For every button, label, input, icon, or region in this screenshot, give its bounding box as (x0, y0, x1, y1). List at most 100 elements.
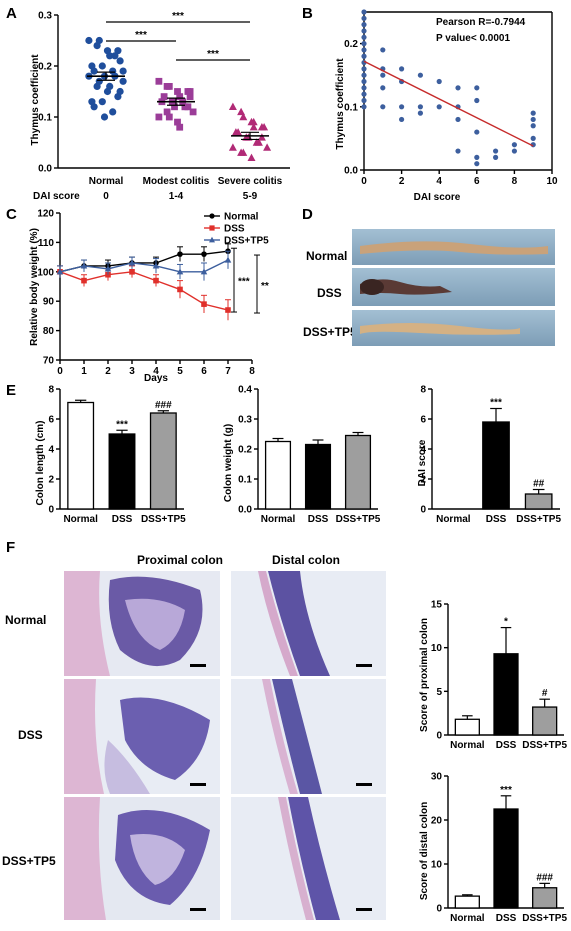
panel-a-chart: Thymus coefficient 0.0 0.1 0.2 0.3 Normal 0 Mo… (30, 11, 290, 202)
panel-e-dai-y-tick-label: 4 (420, 445, 426, 456)
panel-a-point-severe (234, 128, 243, 136)
panel-e-colon-weight-category-label: DSS (308, 514, 329, 525)
panel-c-x-tick-label: 7 (225, 366, 231, 377)
panel-e-dai-category-label: DSS+TP5 (516, 514, 561, 525)
panel-a-point-severe (239, 112, 248, 121)
panel-f-distal-y-tick-label: 20 (431, 816, 443, 827)
panel-b-y-tick-label: 0.0 (344, 166, 358, 177)
panel-b-point (493, 154, 499, 160)
panel-e-dai-y-tick-label: 6 (420, 415, 426, 426)
panel-c-y-tick-label: 110 (38, 238, 55, 249)
panel-b-point (417, 72, 423, 78)
panel-c-point-dsstp5 (152, 262, 160, 269)
panel-c-chart: Relative body weight (%) Days 7080901001… (29, 209, 269, 385)
panel-b-point (474, 129, 480, 135)
panel-b-pearson: Pearson R=-0.7944 (436, 17, 526, 28)
panel-e-dai-category-label: DSS (486, 514, 507, 525)
panel-letter-c: C (6, 206, 17, 223)
panel-b-ylabel: Thymus coefficient (335, 58, 346, 150)
panel-letter-e: E (6, 382, 16, 399)
panel-a-point-modest (176, 93, 184, 100)
panel-a-point-modest (186, 88, 194, 95)
panel-a-dai-value: 5-9 (243, 191, 258, 202)
panel-e-colon-weight-y-tick-label: 0.1 (238, 475, 252, 486)
panel-f: Proximal colon Distal colon Normal DSS D… (2, 553, 567, 924)
panel-b-point (417, 104, 423, 110)
panel-a-point-severe (228, 143, 237, 151)
panel-c-x-tick-label: 0 (57, 366, 63, 377)
panel-b-point (361, 78, 367, 85)
panel-c-x-tick-label: 8 (249, 366, 255, 377)
panel-e-colon-length-sig-mark: ### (155, 400, 172, 411)
panel-f-header-distal: Distal colon (272, 553, 340, 567)
panel-a-sig-mark: *** (207, 49, 219, 60)
panel-b-point (361, 91, 367, 97)
panel-a-point-severe (263, 143, 272, 151)
panel-b-point (530, 116, 536, 123)
panel-b-pvalue: P value< 0.0001 (436, 33, 510, 44)
panel-b-point (474, 85, 480, 91)
panel-b-point (361, 97, 367, 104)
panel-a-point-normal (109, 108, 117, 116)
panel-b-point (493, 148, 499, 154)
panel-b-point (455, 116, 461, 123)
panel-a-point-normal (116, 57, 124, 65)
panel-b-point (474, 154, 480, 160)
panel-f-proximal-ylabel: Score of proximal colon (419, 618, 430, 732)
panel-e-colon-length-y-tick-label: 8 (48, 385, 54, 396)
panel-b-point (530, 135, 536, 141)
panel-f-distal-category-label: Normal (450, 913, 485, 924)
panel-e-colon-length-y-tick-label: 6 (48, 415, 54, 426)
panel-f-distal-bar (493, 808, 519, 909)
panel-b-point (455, 85, 461, 91)
panel-a-category-label: Normal (89, 176, 124, 187)
panel-c-x-tick-label: 6 (201, 366, 207, 377)
panel-e-colon-length-bar (108, 433, 136, 510)
panel-b-x-tick-label: 4 (436, 176, 442, 187)
panel-c-point-dsstp5 (176, 268, 184, 275)
panel-a-point-severe (228, 102, 237, 110)
panel-letter-a: A (6, 5, 17, 22)
panel-a-point-normal (85, 36, 93, 45)
panel-f-distal-category-label: DSS+TP5 (522, 913, 567, 924)
panel-a-point-modest (174, 88, 181, 95)
panel-a-point-normal (95, 36, 103, 45)
panel-b-point (361, 41, 367, 47)
panel-e-dai-y-tick-label: 8 (420, 385, 426, 396)
panel-b-point (380, 85, 386, 91)
panel-a-y-tick-label: 0.2 (38, 62, 52, 73)
panel-a-point-modest (174, 118, 181, 126)
panel-e-colon-length-ylabel: Colon length (cm) (35, 421, 46, 506)
panel-c-legend-label-dss: DSS (224, 224, 245, 235)
panel-c-point-dsstp5 (200, 268, 208, 275)
panel-a-sig-mark: *** (135, 30, 147, 41)
panel-e-colon-length-sig-mark: *** (116, 419, 128, 430)
panel-b-point (399, 116, 405, 123)
panel-e-colon-weight-y-tick-label: 0.4 (238, 385, 252, 396)
panel-c-legend-label-dsstp5: DSS+TP5 (224, 236, 269, 247)
panel-c-legend-label-normal: Normal (224, 212, 259, 223)
panel-c-x-tick-label: 4 (153, 366, 159, 377)
panel-f-distal-y-tick-label: 30 (431, 772, 443, 783)
panel-b-point (530, 123, 536, 129)
panel-f-distal-y-tick-label: 0 (436, 904, 442, 915)
panel-e-colon-weight-y-tick-label: 0.3 (238, 415, 252, 426)
panel-c-point-dsstp5 (56, 268, 64, 275)
panel-c-line-dsstp5 (59, 259, 229, 273)
panel-e-colon-length-category-label: Normal (63, 514, 98, 525)
panel-a-ylabel: Thymus coefficient (30, 54, 41, 146)
micrograph-distal-dsstp5 (231, 797, 386, 920)
panel-f-proximal-category-label: DSS (496, 740, 517, 751)
panel-a-point-modest (155, 113, 163, 121)
panel-d-label-normal: Normal (306, 249, 347, 263)
panel-c-x-tick-label: 3 (129, 366, 135, 377)
panel-c-y-tick-label: 80 (43, 326, 55, 337)
micrograph-distal-dss (231, 679, 386, 794)
panel-e-colon-length-y-tick-label: 4 (48, 445, 54, 456)
panel-c-point-normal (201, 251, 207, 257)
panel-b-x-tick-label: 6 (474, 176, 480, 187)
panel-a-point-normal (116, 87, 124, 96)
panel-f-row-normal: Normal (5, 613, 46, 627)
colon-photo-dsstp5 (352, 310, 555, 346)
panel-b-point (361, 28, 367, 34)
